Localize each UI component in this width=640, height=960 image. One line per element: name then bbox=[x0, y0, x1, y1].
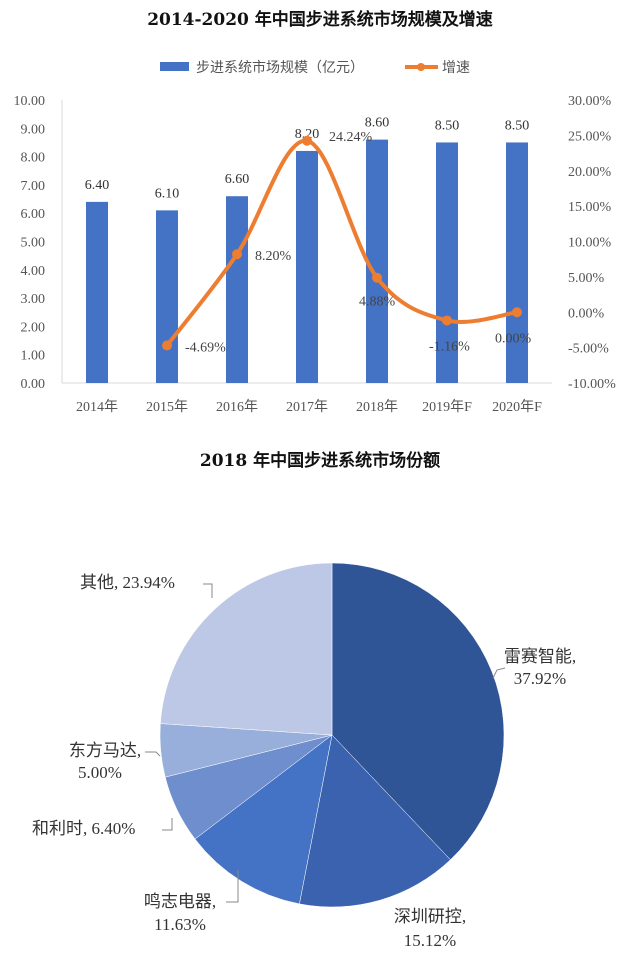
bar-value-label: 8.50 bbox=[505, 118, 530, 133]
y-left-tick: 2.00 bbox=[21, 320, 46, 335]
growth-point bbox=[372, 272, 382, 283]
bar-value-label: 6.40 bbox=[85, 178, 110, 193]
pie-label-yankong: 深圳研控, bbox=[394, 907, 466, 926]
y-left-tick: 1.00 bbox=[21, 349, 46, 364]
pie-chart-title: 2018 年中国步进系统市场份额 bbox=[199, 451, 441, 471]
bar-line-chart: 步进系统市场规模（亿元） 增速 0.00 1.00 2.00 3.00 4.00 5.00… bbox=[14, 59, 617, 415]
pie-label-mingzhi: 鸣志电器, bbox=[144, 892, 216, 911]
pie-slice bbox=[160, 562, 333, 736]
y-left-tick: 7.00 bbox=[21, 179, 46, 194]
y-right-tick: 25.00% bbox=[568, 129, 612, 144]
x-tick: 2016年 bbox=[216, 399, 258, 415]
bar bbox=[296, 150, 318, 383]
growth-value-label: -4.69% bbox=[185, 340, 226, 355]
pie-slice bbox=[194, 734, 333, 905]
y-right-tick: 30.00% bbox=[568, 94, 612, 109]
y-right-tick: 0.00% bbox=[568, 306, 605, 321]
growth-point bbox=[302, 135, 312, 146]
bar bbox=[156, 210, 178, 383]
svg-text:15.12%: 15.12% bbox=[404, 931, 456, 950]
legend-bar-label: 步进系统市场规模（亿元） bbox=[196, 59, 364, 76]
bar-value-label: 8.60 bbox=[365, 116, 390, 131]
y-right-tick: 5.00% bbox=[568, 271, 605, 286]
bar bbox=[366, 139, 388, 383]
x-tick: 2019年F bbox=[422, 399, 472, 415]
svg-text:11.63%: 11.63% bbox=[154, 915, 206, 934]
svg-text:37.92%: 37.92% bbox=[514, 669, 566, 688]
growth-value-label: 0.00% bbox=[495, 331, 532, 346]
pie-labels: 雷赛智能, 37.92% 深圳研控, 15.12% 鸣志电器, 11.63% 和… bbox=[32, 573, 576, 950]
bar-value-label: 6.60 bbox=[225, 172, 250, 187]
pie-label-dongfang: 东方马达, bbox=[69, 741, 141, 760]
legend: 步进系统市场规模（亿元） 增速 bbox=[160, 59, 470, 76]
y-right-tick: 20.00% bbox=[568, 165, 612, 180]
y-right-tick: -5.00% bbox=[568, 342, 609, 357]
pie-chart: 雷赛智能, 37.92% 深圳研控, 15.12% 鸣志电器, 11.63% 和… bbox=[32, 562, 576, 950]
x-tick: 2017年 bbox=[286, 399, 328, 415]
x-tick: 2014年 bbox=[76, 399, 118, 415]
y-axis-right: -10.00% -5.00% 0.00% 5.00% 10.00% 15.00% 20.00… bbox=[568, 94, 616, 392]
x-tick: 2018年 bbox=[356, 399, 398, 415]
growth-point bbox=[512, 307, 522, 318]
growth-value-label: -1.16% bbox=[429, 339, 470, 354]
growth-line-series: -4.69% 8.20% 24.24% 4.88% -1.16% 0.00% bbox=[162, 130, 532, 355]
bar bbox=[86, 201, 108, 383]
y-left-tick: 4.00 bbox=[21, 264, 46, 279]
pie-slice bbox=[299, 734, 451, 908]
growth-point bbox=[442, 315, 452, 326]
pie-label-leisai: 雷赛智能, bbox=[504, 646, 576, 666]
y-left-tick: 0.00 bbox=[21, 377, 46, 392]
bar-value-label: 6.10 bbox=[155, 186, 180, 201]
y-left-tick: 6.00 bbox=[21, 207, 46, 222]
growth-point bbox=[162, 340, 172, 351]
y-left-tick: 9.00 bbox=[21, 122, 46, 137]
y-left-tick: 8.00 bbox=[21, 151, 46, 166]
legend-bar-swatch-icon bbox=[160, 62, 189, 71]
pie-label-helishi: 和利时, 6.40% bbox=[32, 819, 135, 838]
x-tick: 2020年F bbox=[492, 399, 542, 415]
bar-value-label: 8.50 bbox=[435, 118, 460, 133]
y-left-tick: 3.00 bbox=[21, 292, 46, 307]
bar bbox=[506, 142, 528, 383]
growth-value-label: 4.88% bbox=[359, 295, 396, 310]
growth-point bbox=[232, 249, 242, 260]
svg-text:5.00%: 5.00% bbox=[78, 763, 122, 782]
growth-value-label: 24.24% bbox=[329, 130, 373, 145]
growth-line bbox=[165, 138, 518, 347]
bar-value-label: 8.20 bbox=[295, 127, 320, 142]
legend-line-label: 增速 bbox=[442, 60, 470, 76]
pie-slice bbox=[331, 562, 505, 861]
y-right-tick: 15.00% bbox=[568, 200, 612, 215]
y-left-tick: 10.00 bbox=[14, 94, 46, 109]
pie-label-others: 其他, 23.94% bbox=[80, 573, 175, 592]
y-axis-left: 0.00 1.00 2.00 3.00 4.00 5.00 6.00 7.00 8.00 9.00… bbox=[14, 94, 46, 392]
x-axis-labels: 2014年 2015年 2016年 2017年 2018年 2019年F 2020年F bbox=[76, 399, 542, 415]
growth-value-label: 8.20% bbox=[255, 249, 292, 264]
y-right-tick: -10.00% bbox=[568, 377, 616, 392]
y-right-tick: 10.00% bbox=[568, 236, 612, 251]
pie-slices bbox=[159, 562, 505, 908]
bar bbox=[226, 196, 248, 383]
y-left-tick: 5.00 bbox=[21, 236, 46, 251]
x-tick: 2015年 bbox=[146, 399, 188, 415]
bar-chart-title: 2014-2020 年中国步进系统市场规模及增速 bbox=[147, 10, 493, 30]
